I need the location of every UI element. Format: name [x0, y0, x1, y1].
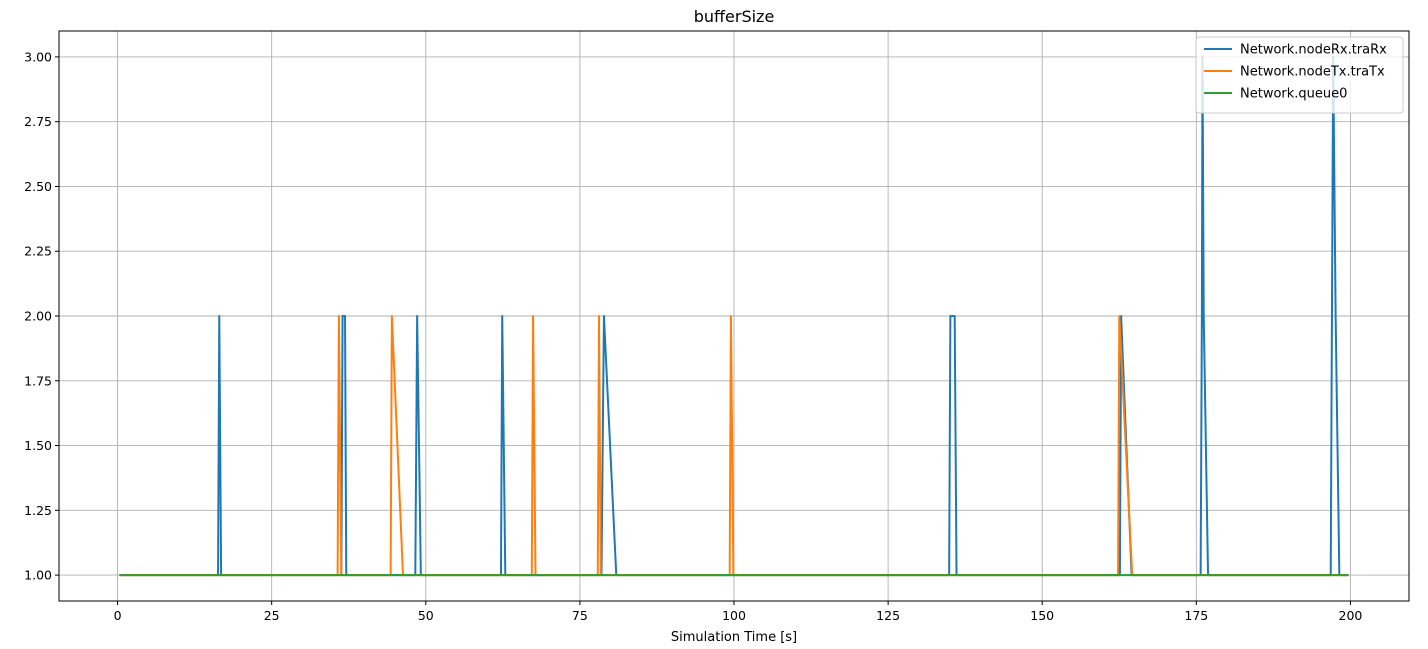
- x-tick-label: 100: [722, 608, 746, 623]
- x-tick-label: 125: [876, 608, 900, 623]
- axis-ticks: 0 25 50 75 100 125 150 175 200 1.00 1.25 1.50 1.75 2.…: [24, 49, 1362, 623]
- x-axis-label: Simulation Time [s]: [671, 630, 797, 645]
- x-tick-label: 25: [264, 608, 280, 623]
- legend-entry: Network.queue0: [1240, 87, 1347, 102]
- y-tick-label: 1.25: [24, 503, 52, 518]
- grid-lines: [59, 31, 1409, 601]
- y-tick-label: 2.75: [24, 114, 52, 129]
- y-tick-label: 2.50: [24, 179, 52, 194]
- legend-entry: Network.nodeTx.traTx: [1240, 65, 1385, 80]
- chart-title: bufferSize: [694, 7, 775, 26]
- x-tick-label: 200: [1339, 608, 1363, 623]
- plot-series: [119, 55, 1349, 577]
- y-tick-label: 2.00: [24, 309, 52, 324]
- y-tick-label: 3.00: [24, 49, 52, 64]
- legend-entry: Network.nodeRx.traRx: [1240, 43, 1387, 58]
- x-tick-label: 75: [572, 608, 588, 623]
- y-tick-label: 1.00: [24, 568, 52, 583]
- y-tick-label: 2.25: [24, 244, 52, 259]
- y-tick-label: 1.75: [24, 373, 52, 388]
- x-tick-label: 0: [114, 608, 122, 623]
- x-tick-label: 50: [418, 608, 434, 623]
- y-tick-label: 1.50: [24, 438, 52, 453]
- legend: Network.nodeRx.traRx Network.nodeTx.traTx…: [1195, 36, 1404, 114]
- x-tick-label: 150: [1030, 608, 1054, 623]
- x-tick-label: 175: [1184, 608, 1208, 623]
- legend-box: [1195, 36, 1404, 114]
